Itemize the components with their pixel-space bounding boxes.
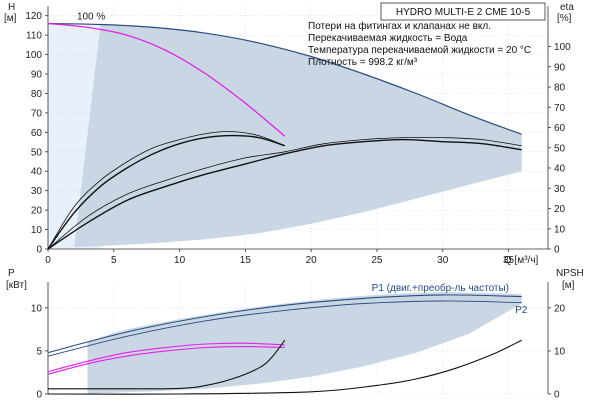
y-left-unit: [м] xyxy=(4,13,17,24)
x-axis-title: Q [м³/ч] xyxy=(504,255,539,266)
x-tick-label-5: 5 xyxy=(111,255,117,266)
annotation-100-percent: 100 % xyxy=(77,12,105,23)
y-right-tick-label-20: 20 xyxy=(554,204,566,215)
operating-area xyxy=(74,24,522,248)
note-4: Плотность = 998.2 кг/м³ xyxy=(308,57,418,68)
note-3: Температура перекачиваемой жидкости = 20… xyxy=(308,45,531,56)
npsh-100-curve xyxy=(47,339,286,390)
y-tick-label-80: 80 xyxy=(31,89,43,100)
npsh-axis-title: NPSH xyxy=(556,268,584,279)
x-tick-label-25: 25 xyxy=(371,255,383,266)
y-tick-label-110: 110 xyxy=(26,31,42,42)
p1-100-curve xyxy=(47,342,285,373)
p-tick-label-10: 10 xyxy=(31,303,43,314)
y-tick-label-30: 30 xyxy=(31,186,43,197)
efficiency-curve-eta-c xyxy=(47,136,522,250)
y-right-tick-label-10: 10 xyxy=(554,224,566,235)
x-tick-label-10: 10 xyxy=(174,255,186,266)
p2-max-curve xyxy=(47,300,522,357)
npsh-tick-label-10: 10 xyxy=(554,346,566,357)
chart-title: HYDRO MULTI-E 2 CME 10-5 xyxy=(396,7,531,18)
npsh-tick-label-20: 20 xyxy=(554,303,566,314)
npsh-axis-unit: [м] xyxy=(562,280,575,291)
note-2: Перекачиваемая жидкость = Вода xyxy=(308,33,468,44)
p1-label: P1 (двиг.+преобр-ль частоты) xyxy=(372,282,509,294)
x-tick-label-15: 15 xyxy=(240,255,252,266)
y-tick-label-10: 10 xyxy=(31,225,43,236)
p-axis-title: P xyxy=(8,268,15,279)
y-right-tick-label-50: 50 xyxy=(554,143,566,154)
y-right-tick-label-40: 40 xyxy=(554,164,566,175)
efficiency-curve-eta-d xyxy=(47,138,522,250)
y-right-tick-label-0: 0 xyxy=(554,245,560,256)
y-left-title: H xyxy=(8,2,15,13)
p-axis-unit: [кВт] xyxy=(6,280,27,291)
efficiency-curve-eta-a xyxy=(47,131,285,250)
p1-max-curve xyxy=(47,294,522,354)
x-tick-label-0: 0 xyxy=(45,255,51,266)
y-tick-label-0: 0 xyxy=(36,245,42,256)
y-right-tick-label-60: 60 xyxy=(554,123,566,134)
npsh-tick-label-0: 0 xyxy=(554,390,560,400)
y-tick-label-60: 60 xyxy=(31,128,43,139)
y-tick-label-70: 70 xyxy=(31,108,43,119)
title-box: HYDRO MULTI-E 2 CME 10-5 xyxy=(380,2,546,21)
y-right-tick-label-70: 70 xyxy=(554,103,566,114)
y-tick-label-40: 40 xyxy=(31,167,43,178)
y-tick-label-90: 90 xyxy=(31,70,43,81)
y-right-tick-label-30: 30 xyxy=(554,184,566,195)
x-tick-label-30: 30 xyxy=(437,255,449,266)
y-right-tick-label-100: 100 xyxy=(554,42,571,53)
y-tick-label-120: 120 xyxy=(25,11,42,22)
y-right-unit: [%] xyxy=(557,13,572,24)
npsh-max-curve xyxy=(47,339,522,395)
y-tick-label-100: 100 xyxy=(25,50,42,61)
y-right-title: eta xyxy=(560,2,574,13)
x-tick-label-20: 20 xyxy=(306,255,318,266)
notes: Потери на фитингах и клапанах не вкл. Пе… xyxy=(308,20,531,68)
power-operating-area xyxy=(87,292,522,394)
head-100-curve xyxy=(47,22,286,137)
p-tick-label-5: 5 xyxy=(36,346,42,357)
y-right-tick-label-80: 80 xyxy=(554,83,566,94)
head-max-curve xyxy=(47,22,522,135)
p2-label: P2 xyxy=(515,305,528,316)
p2-100-curve xyxy=(47,346,285,375)
y-tick-label-20: 20 xyxy=(31,206,43,217)
note-1: Потери на фитингах и клапанах не вкл. xyxy=(308,20,491,32)
y-tick-label-50: 50 xyxy=(31,147,43,158)
x-tick-label-35: 35 xyxy=(503,255,515,266)
p-tick-label-0: 0 xyxy=(36,390,42,400)
y-right-tick-label-90: 90 xyxy=(554,62,566,73)
efficiency-curve-eta-b xyxy=(47,134,286,250)
